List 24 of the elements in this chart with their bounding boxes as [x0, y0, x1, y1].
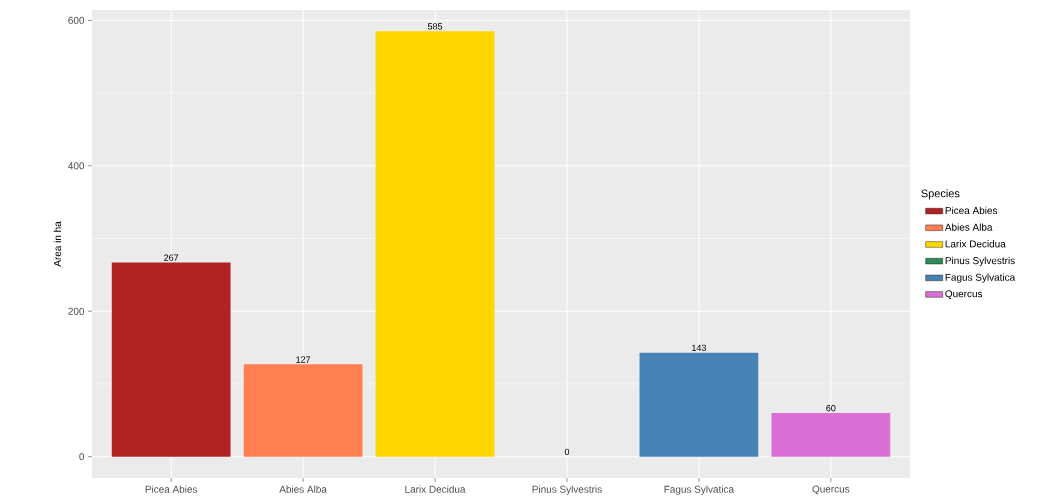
y-tick-label: 0	[79, 453, 85, 461]
legend-label: Larix Decidua	[945, 240, 1006, 248]
y-tick-label: 200	[68, 307, 85, 315]
legend-label: Picea Abies	[945, 206, 998, 215]
legend-label: Quercus	[945, 290, 983, 300]
x-tick-label: Larix Decidua	[405, 485, 466, 493]
data-label: 0	[564, 448, 570, 456]
legend-title: Species	[921, 189, 960, 200]
legend-label: Pinus Sylvestris	[945, 256, 1015, 267]
y-tick-label: 600	[68, 16, 85, 24]
x-tick-label: Abies Alba	[279, 485, 327, 493]
y-tick-label: 400	[68, 162, 85, 170]
legend-label: Fagus Sylvatica	[945, 273, 1016, 283]
x-tick-label: Fagus Sylvatica	[664, 485, 735, 495]
data-label: 585	[427, 23, 443, 30]
x-tick-label: Picea Abies	[145, 485, 198, 493]
x-tick-label: Pinus Sylvestris	[532, 485, 602, 495]
y-axis-title: Area in ha	[53, 221, 62, 267]
data-label: 267	[164, 254, 179, 261]
data-label: 143	[692, 344, 706, 352]
data-label: 127	[296, 356, 311, 363]
x-tick-label: Quercus	[812, 485, 850, 495]
data-label: 60	[826, 405, 836, 412]
legend-label: Abies Alba	[944, 223, 993, 231]
